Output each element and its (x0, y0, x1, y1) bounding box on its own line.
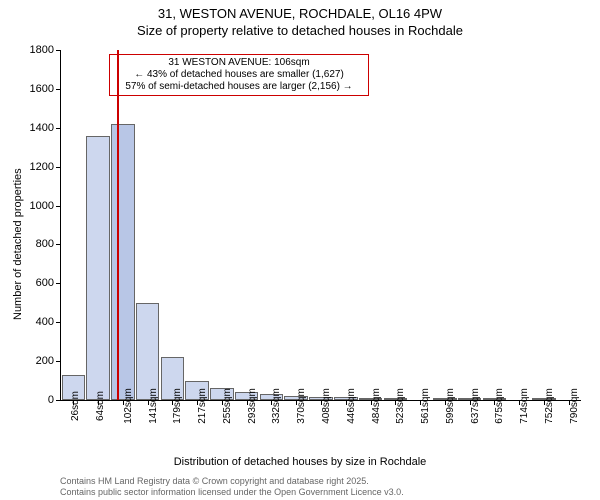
x-tick-label: 752sqm (544, 388, 555, 424)
histogram-bar (86, 136, 110, 400)
footer-line2: Contains public sector information licen… (60, 487, 404, 498)
histogram-bar (136, 303, 160, 400)
y-tick-label: 1400 (30, 122, 54, 134)
y-tick (56, 400, 61, 401)
x-tick-label: 179sqm (172, 388, 183, 424)
x-tick-label: 64sqm (95, 391, 106, 421)
y-tick-label: 1000 (30, 200, 54, 212)
x-tick-label: 141sqm (147, 388, 158, 424)
y-tick (56, 322, 61, 323)
annotation-line1: 31 WESTON AVENUE: 106sqm (114, 57, 364, 69)
x-tick-label: 217sqm (197, 388, 208, 424)
x-tick-label: 484sqm (370, 388, 381, 424)
x-tick-label: 293sqm (246, 388, 257, 424)
x-tick-label: 102sqm (123, 388, 134, 424)
y-tick (56, 361, 61, 362)
x-tick-label: 523sqm (395, 388, 406, 424)
x-tick-label: 599sqm (445, 388, 456, 424)
y-tick (56, 283, 61, 284)
x-tick-label: 26sqm (70, 391, 81, 421)
x-tick-label: 637sqm (469, 388, 480, 424)
x-tick-label: 561sqm (420, 388, 431, 424)
annotation-line3: 57% of semi-detached houses are larger (… (114, 81, 364, 93)
x-tick-label: 332sqm (271, 388, 282, 424)
page-subtitle: Size of property relative to detached ho… (0, 23, 600, 40)
y-tick (56, 206, 61, 207)
y-tick (56, 244, 61, 245)
y-tick (56, 89, 61, 90)
y-tick-label: 800 (36, 238, 54, 250)
y-tick-label: 400 (36, 316, 54, 328)
annotation-line2: ← 43% of detached houses are smaller (1,… (114, 69, 364, 81)
page-title: 31, WESTON AVENUE, ROCHDALE, OL16 4PW (0, 6, 600, 23)
y-tick-label: 600 (36, 277, 54, 289)
x-tick-label: 714sqm (519, 388, 530, 424)
y-tick-label: 200 (36, 355, 54, 367)
x-tick-label: 370sqm (296, 388, 307, 424)
y-tick (56, 128, 61, 129)
y-tick (56, 167, 61, 168)
x-tick-label: 790sqm (568, 388, 579, 424)
property-marker-line (117, 50, 119, 400)
y-tick-label: 1600 (30, 83, 54, 95)
chart-plot-area: 31 WESTON AVENUE: 106sqm ← 43% of detach… (60, 50, 581, 401)
x-axis-label: Distribution of detached houses by size … (0, 456, 600, 468)
y-tick (56, 50, 61, 51)
annotation-box: 31 WESTON AVENUE: 106sqm ← 43% of detach… (109, 54, 369, 96)
footer-line1: Contains HM Land Registry data © Crown c… (60, 476, 404, 487)
x-tick-label: 446sqm (346, 388, 357, 424)
y-tick-label: 1800 (30, 44, 54, 56)
histogram-bar (111, 124, 135, 400)
y-axis-label: Number of detached properties (12, 168, 24, 320)
y-tick-label: 1200 (30, 161, 54, 173)
x-tick-label: 255sqm (222, 388, 233, 424)
x-tick-label: 675sqm (494, 388, 505, 424)
y-tick-label: 0 (48, 394, 54, 406)
footer-attribution: Contains HM Land Registry data © Crown c… (60, 476, 404, 498)
x-tick-label: 408sqm (321, 388, 332, 424)
